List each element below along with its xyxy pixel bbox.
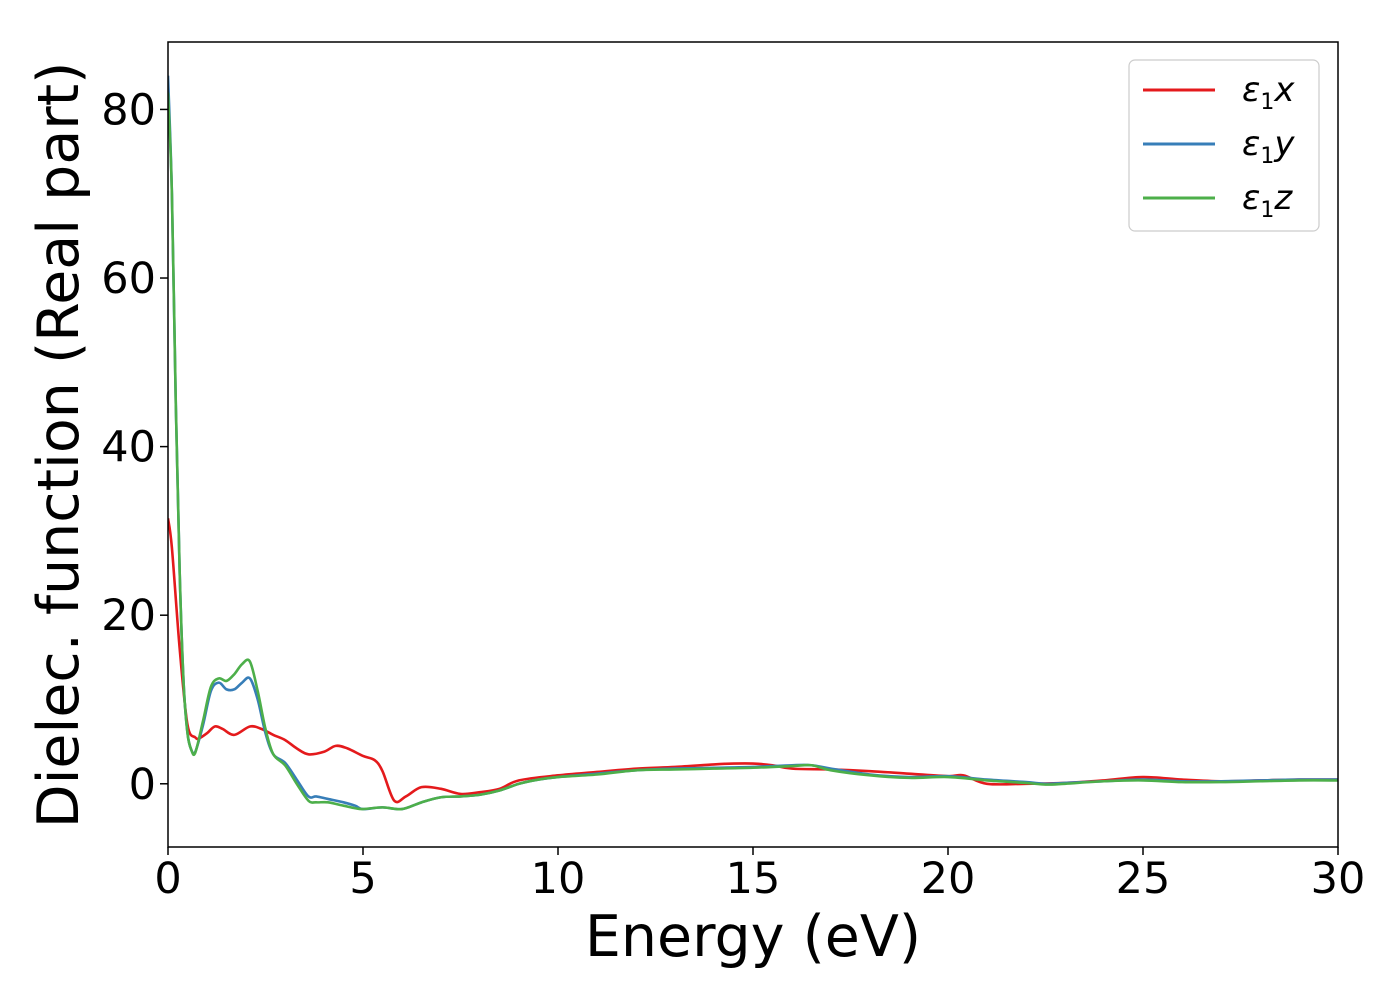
legend: ε1x ε1y ε1z bbox=[1128, 59, 1320, 232]
y-tick-label: 20 bbox=[101, 591, 156, 641]
x-tick-label: 0 bbox=[154, 854, 181, 904]
legend-label-z: ε1z bbox=[1242, 178, 1293, 223]
legend-box bbox=[1128, 59, 1320, 232]
x-axis: 0 5 10 15 20 25 30 bbox=[154, 847, 1365, 904]
x-tick-label: 30 bbox=[1311, 854, 1366, 904]
series-line-x bbox=[168, 518, 1338, 804]
series-layer bbox=[168, 75, 1338, 811]
x-tick-label: 15 bbox=[726, 854, 781, 904]
x-axis-label: Energy (eV) bbox=[585, 904, 921, 970]
y-tick-label: 80 bbox=[101, 85, 156, 135]
y-tick-label: 0 bbox=[129, 760, 156, 810]
legend-label-y: ε1y bbox=[1242, 124, 1295, 169]
series-line-z bbox=[168, 92, 1338, 811]
y-axis-label: Dielec. function (Real part) bbox=[26, 62, 92, 829]
y-tick-label: 40 bbox=[101, 423, 156, 473]
y-tick-label: 60 bbox=[101, 254, 156, 304]
x-tick-label: 20 bbox=[921, 854, 976, 904]
y-axis: 0 20 40 60 80 bbox=[101, 85, 168, 810]
legend-label-x: ε1x bbox=[1242, 70, 1295, 115]
x-tick-label: 5 bbox=[349, 854, 376, 904]
x-tick-label: 25 bbox=[1116, 854, 1171, 904]
x-tick-label: 10 bbox=[531, 854, 586, 904]
